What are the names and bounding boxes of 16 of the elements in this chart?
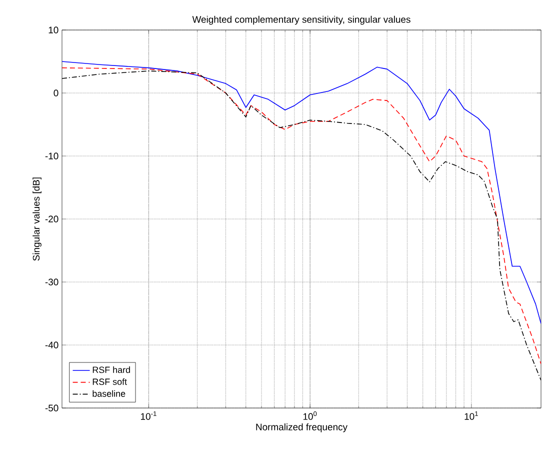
y-tick-label: -40	[45, 342, 58, 348]
y-tick-label: 0	[54, 90, 58, 96]
chart-title: Weighted complementary sensitivity, singular values	[192, 16, 410, 25]
y-tick-label: -10	[45, 152, 58, 160]
x-tick-label: 10$^{0}$	[303, 411, 317, 420]
legend-label: RSF hard	[92, 366, 130, 374]
legend-label: baseline	[92, 390, 126, 397]
x-axis-title: Normalized frequency	[256, 423, 348, 432]
x-tick-label: 10$^{1}$	[464, 411, 478, 420]
y-axis-title: Singular values [dB]	[32, 178, 42, 261]
x-tick-label: 10$^{-1}$	[140, 411, 156, 420]
legend-label: RSF soft	[92, 378, 127, 385]
y-tick-label: -30	[45, 278, 58, 286]
y-tick-label: 10	[48, 26, 58, 34]
y-tick-label: -50	[45, 404, 58, 412]
y-tick-label: -20	[45, 216, 58, 222]
